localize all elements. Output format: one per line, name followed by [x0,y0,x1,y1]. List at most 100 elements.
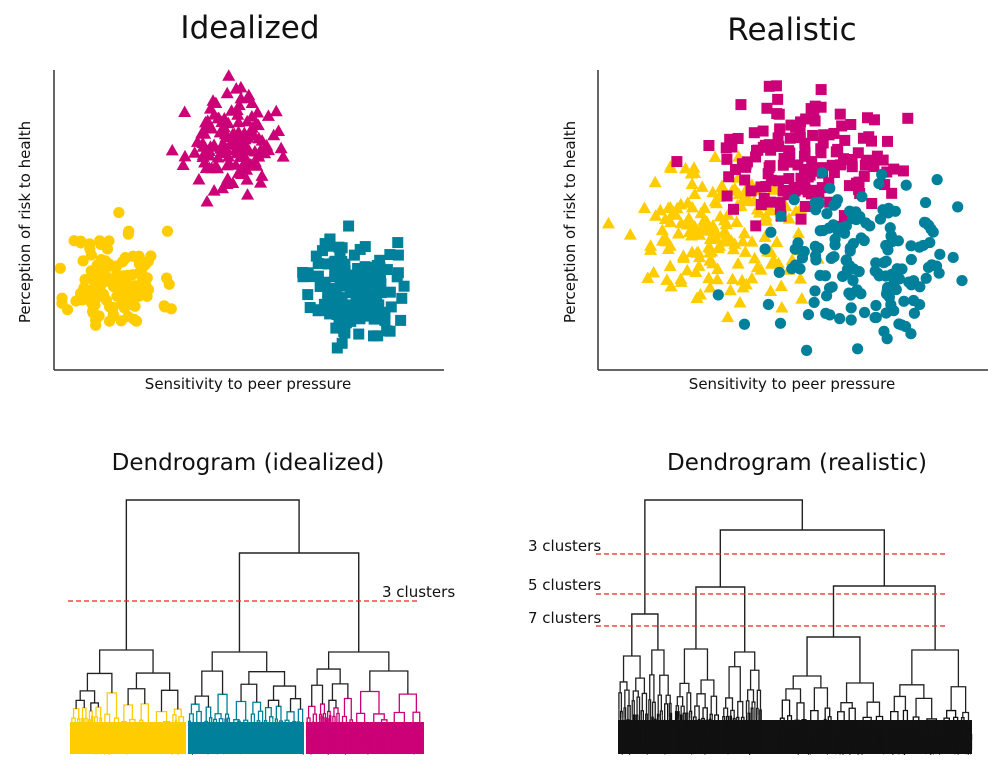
data-point [834,313,846,325]
data-point [232,98,246,111]
data-point [869,311,881,324]
data-point [637,201,651,214]
dendrogram-link [955,724,960,735]
data-point [217,114,231,126]
data-point [302,289,314,301]
data-point [721,153,733,165]
data-point [702,240,716,253]
data-point [813,198,825,210]
dendrogram-link [319,703,326,715]
data-point [856,191,868,203]
data-point [712,289,724,301]
data-point [230,138,244,151]
data-point [808,296,820,309]
data-point [751,144,763,156]
data-point [886,187,898,199]
data-point [335,308,347,320]
dendrogram-link [832,585,936,650]
data-point [759,243,771,255]
data-point [900,179,912,191]
data-point [677,251,691,263]
data-point [783,145,795,157]
data-point [123,225,135,237]
data-point [933,267,945,279]
data-point [755,181,767,193]
data-point [241,188,255,200]
data-point [868,160,880,172]
data-point [723,171,735,183]
data-point [762,298,775,311]
idealized-ylabel: Perception of risk to health [16,121,34,323]
dendrogram-link [730,709,735,719]
data-point [863,131,875,143]
data-point [706,256,720,269]
data-point [395,314,407,326]
data-point [858,170,870,182]
dendrogram-link [398,732,404,737]
data-point [853,176,865,188]
data-point [931,174,943,186]
dendrogram-link [75,699,85,709]
data-point [774,197,786,209]
dendrogram-link [905,729,908,737]
dendrogram-link [228,726,231,738]
data-point [122,310,134,323]
dendrogram-link [312,713,318,723]
dendrogram-link [912,716,920,731]
dendrogram-link [651,701,656,720]
data-point [660,273,674,285]
data-point [78,282,90,294]
data-point [161,272,173,284]
data-point [682,211,696,224]
data-point [845,302,857,314]
data-point [728,237,742,249]
data-point [763,80,775,92]
data-point [828,167,840,179]
data-point [190,135,204,147]
dendrogram-link [722,715,726,722]
dendrogram-link [311,684,324,707]
data-point [919,196,932,209]
data-point [252,150,266,162]
data-point [84,238,96,250]
leaf-band-yellow [70,722,186,754]
dendrogram-link [900,732,904,736]
dendrogram-link [349,719,354,731]
data-point [736,234,750,247]
data-point [720,227,734,240]
data-point [736,158,748,170]
data-point [762,168,774,180]
data-point [828,251,840,263]
data-point [669,208,683,220]
dendrogram-link [343,697,352,720]
data-point [723,283,737,296]
dendrogram-link [737,700,744,718]
dendrogram-link [135,672,171,691]
data-point [85,249,97,261]
dendrogram-link [410,722,416,729]
data-point [735,99,747,111]
dendrogram-link [696,693,706,708]
dendrogram-link [109,728,113,738]
dendrogram-link [686,692,692,714]
dendrogram-link [674,710,678,726]
realistic-cut-label-3: 3 clusters [528,537,601,555]
data-point [846,157,858,169]
data-point [324,240,336,252]
dendrogram-link [801,726,805,734]
dendrogram-link [800,724,804,731]
subtree [618,655,648,755]
dendrogram-link [867,732,872,737]
data-point [858,234,870,247]
data-point [702,271,716,284]
dendrogram-link [940,734,944,740]
data-point [87,294,99,306]
dendrogram-link [284,719,290,728]
data-point [353,328,365,340]
data-point [794,263,806,275]
dendrogram-link [874,727,879,735]
data-point [816,167,828,179]
dendrogram-link [723,720,726,732]
data-point [220,86,234,99]
dendrogram-link [93,716,99,723]
